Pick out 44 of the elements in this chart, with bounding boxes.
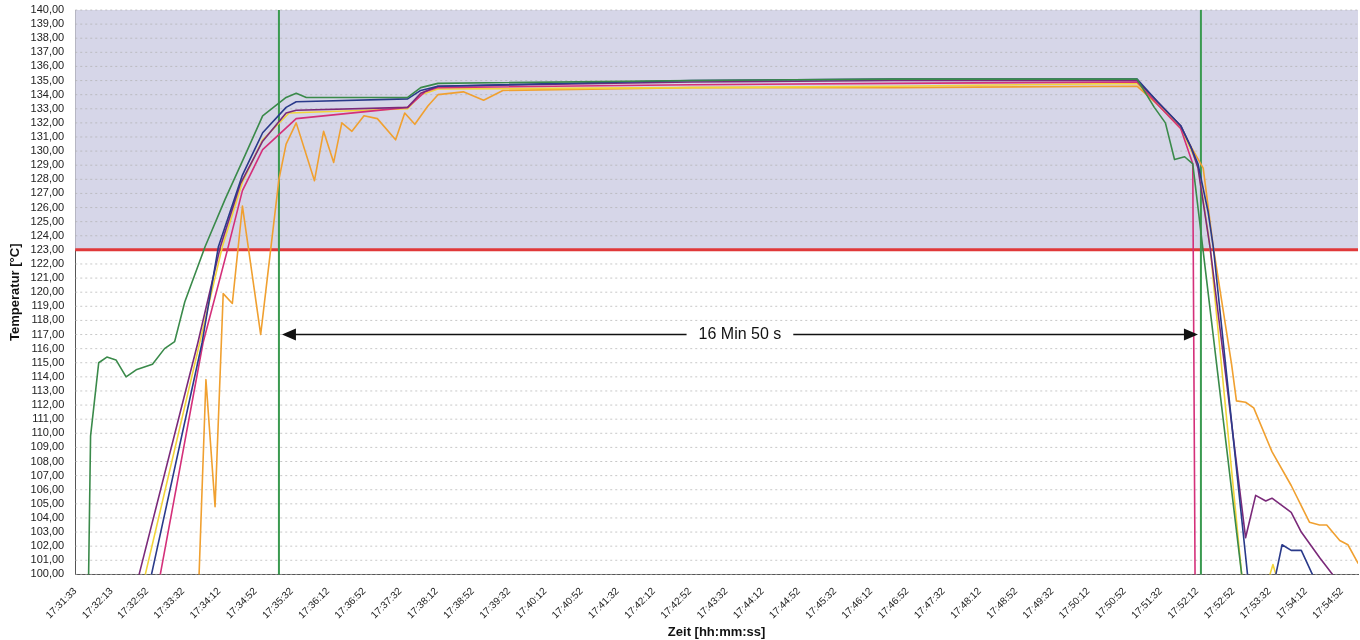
y-tick-label: 126,00 [30, 200, 65, 213]
y-tick-label: 138,00 [30, 31, 65, 44]
y-tick-label: 103,00 [30, 525, 65, 538]
y-tick-label: 123,00 [30, 242, 65, 255]
y-tick-label: 112,00 [31, 398, 65, 411]
y-tick-label: 116,00 [31, 341, 65, 354]
y-tick-label: 127,00 [30, 186, 65, 199]
y-tick-label: 137,00 [30, 45, 65, 58]
y-tick-label: 136,00 [30, 59, 65, 72]
y-tick-label: 132,00 [30, 115, 65, 128]
y-tick-label: 106,00 [30, 482, 65, 495]
y-tick-label: 101,00 [30, 553, 65, 566]
y-tick-label: 107,00 [30, 468, 65, 481]
y-tick-label: 100,00 [30, 567, 65, 580]
y-tick-label: 111,00 [32, 412, 65, 425]
y-tick-label: 120,00 [30, 285, 65, 298]
y-tick-label: 135,00 [30, 73, 65, 86]
y-tick-label: 102,00 [30, 539, 65, 552]
y-tick-label: 119,00 [31, 299, 65, 312]
y-tick-label: 140,00 [30, 3, 65, 16]
y-tick-label: 110,00 [31, 426, 65, 439]
annotation: 16 Min 50 s [698, 324, 782, 342]
y-tick-label: 118,00 [31, 313, 65, 326]
y-tick-label: 124,00 [30, 228, 65, 241]
y-tick-label: 109,00 [30, 440, 65, 453]
y-axis-title: Temperatur [°C] [7, 243, 23, 341]
y-tick-label: 129,00 [30, 158, 65, 171]
y-tick-label: 122,00 [30, 257, 65, 270]
y-tick-label: 121,00 [30, 271, 65, 284]
y-tick-label: 130,00 [30, 144, 65, 157]
y-tick-label: 114,00 [31, 369, 65, 382]
y-tick-label: 125,00 [30, 214, 65, 227]
y-tick-label: 115,00 [31, 355, 65, 368]
y-tick-label: 133,00 [30, 101, 65, 114]
y-tick-label: 113,00 [31, 383, 65, 396]
y-tick-label: 131,00 [30, 130, 65, 143]
y-tick-label: 128,00 [30, 172, 65, 185]
y-tick-label: 108,00 [30, 454, 65, 467]
y-tick-label: 117,00 [31, 327, 65, 340]
x-axis-title: Zeit [hh:mm:ss] [667, 623, 766, 639]
y-tick-label: 104,00 [30, 510, 65, 523]
y-tick-label: 139,00 [30, 17, 65, 30]
y-tick-label: 105,00 [30, 496, 65, 509]
y-tick-label: 134,00 [30, 87, 65, 100]
